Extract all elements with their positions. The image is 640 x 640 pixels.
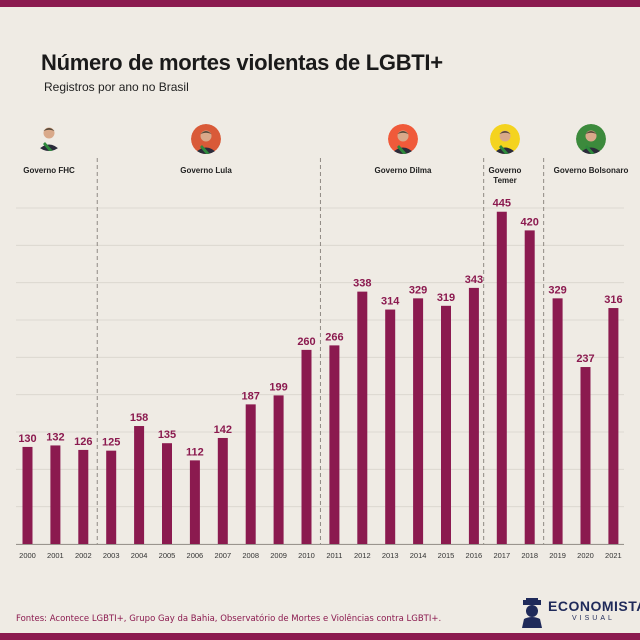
top-accent-bar <box>0 0 640 7</box>
data-label: 237 <box>576 353 594 365</box>
data-label: 130 <box>18 433 36 445</box>
bottom-accent-bar <box>0 633 640 640</box>
data-label: 445 <box>493 198 511 210</box>
x-tick-label: 2003 <box>103 551 120 560</box>
data-label: 329 <box>548 284 566 296</box>
bar <box>580 367 591 544</box>
data-label: 319 <box>437 292 455 304</box>
government-label: Governo Lula <box>180 166 232 175</box>
bar <box>357 291 368 544</box>
data-label: 132 <box>46 431 64 443</box>
data-label: 260 <box>297 336 315 348</box>
brand-tagline: VISUAL <box>572 615 615 622</box>
x-tick-label: 2010 <box>298 551 315 560</box>
data-label: 126 <box>74 436 92 448</box>
source-note: Fontes: Acontece LGBTI+, Grupo Gay da Ba… <box>16 614 442 624</box>
government-label: Governo FHC <box>23 166 75 175</box>
x-tick-label: 2017 <box>493 551 510 560</box>
government-label: Governo Dilma <box>374 166 432 175</box>
bar <box>468 287 479 544</box>
data-label: 343 <box>465 274 483 286</box>
data-label: 112 <box>186 446 204 458</box>
data-label: 135 <box>158 429 176 441</box>
bar <box>608 308 619 544</box>
data-label: 142 <box>214 424 232 436</box>
x-tick-label: 2019 <box>549 551 566 560</box>
government-label: Governo Temer <box>488 166 522 185</box>
bar <box>385 309 396 544</box>
x-tick-label: 2020 <box>577 551 594 560</box>
chart-title: Número de mortes violentas de LGBTI+ <box>41 50 443 75</box>
bar <box>552 298 563 544</box>
bar <box>524 230 535 544</box>
x-tick-label: 2013 <box>382 551 399 560</box>
brand-name: ECONOMISTA <box>548 598 640 614</box>
x-tick-label: 2021 <box>605 551 622 560</box>
president-portrait-icon <box>191 124 221 154</box>
chart-subtitle: Registros por ano no Brasil <box>44 80 189 94</box>
x-tick-label: 2011 <box>326 551 342 560</box>
x-tick-label: 2018 <box>521 551 538 560</box>
x-tick-label: 2007 <box>214 551 231 560</box>
x-tick-label: 2012 <box>354 551 371 560</box>
bar <box>245 404 256 544</box>
logo-mark-icon <box>522 598 542 628</box>
bar <box>78 449 89 544</box>
bar <box>50 445 61 544</box>
bar <box>106 450 117 544</box>
president-portrait-icon <box>34 121 64 151</box>
x-tick-label: 2000 <box>19 551 36 560</box>
x-tick-label: 2014 <box>410 551 427 560</box>
bar <box>217 437 228 544</box>
x-tick-label: 2008 <box>242 551 259 560</box>
data-label: 199 <box>269 381 287 393</box>
x-tick-label: 2016 <box>466 551 483 560</box>
x-tick-label: 2005 <box>159 551 176 560</box>
data-label: 158 <box>130 412 148 424</box>
president-portrait-icon <box>576 124 606 154</box>
bar <box>189 460 200 544</box>
data-label: 338 <box>353 278 371 290</box>
data-label: 125 <box>102 437 120 449</box>
data-label: 329 <box>409 284 427 296</box>
x-tick-label: 2006 <box>187 551 204 560</box>
data-label: 316 <box>604 294 622 306</box>
government-label: Governo Bolsonaro <box>553 166 629 175</box>
x-tick-label: 2001 <box>47 551 64 560</box>
bar <box>301 349 312 544</box>
bar <box>273 395 284 544</box>
economista-visual-logo: ECONOMISTA VISUAL <box>520 598 640 628</box>
data-label: 266 <box>325 331 343 343</box>
data-label: 187 <box>242 390 260 402</box>
bar <box>22 446 33 544</box>
x-tick-label: 2009 <box>270 551 287 560</box>
bar <box>413 298 424 544</box>
bar <box>329 345 340 544</box>
x-tick-label: 2004 <box>131 551 148 560</box>
bar <box>441 305 451 544</box>
x-tick-label: 2015 <box>438 551 455 560</box>
bar <box>134 426 145 544</box>
bar <box>496 211 507 544</box>
data-label: 314 <box>381 296 400 308</box>
data-label: 420 <box>521 216 539 228</box>
bar <box>162 443 172 544</box>
president-portrait-icon <box>388 124 418 154</box>
president-portrait-icon <box>490 124 520 154</box>
x-tick-label: 2002 <box>75 551 92 560</box>
